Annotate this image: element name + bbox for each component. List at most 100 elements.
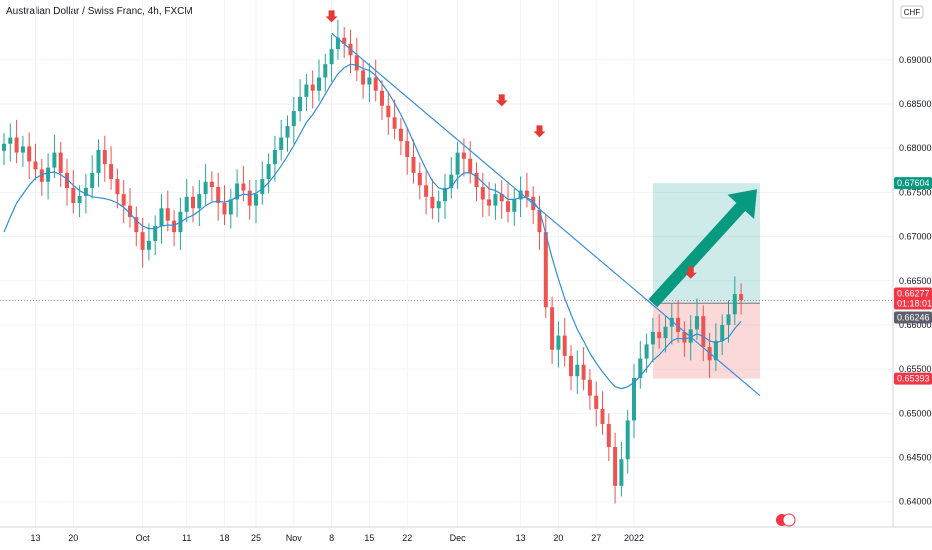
candle <box>613 446 618 486</box>
candle <box>27 146 32 162</box>
candle <box>102 149 107 165</box>
projection-arrow <box>648 189 757 308</box>
candle <box>165 208 170 221</box>
candle <box>2 143 6 151</box>
candle <box>20 146 25 153</box>
candle <box>235 183 240 200</box>
candle <box>695 316 699 330</box>
candle <box>14 137 19 153</box>
x-tick-label: 25 <box>251 533 261 543</box>
candle <box>430 196 435 209</box>
candle <box>197 194 202 209</box>
candle <box>228 199 233 215</box>
candle <box>109 164 114 180</box>
candle <box>71 187 76 203</box>
candle <box>335 37 340 50</box>
candle <box>367 77 372 85</box>
candle <box>455 152 460 175</box>
candle <box>373 77 378 91</box>
candle <box>581 364 586 380</box>
candle <box>461 152 466 159</box>
alert-icon-2 <box>782 513 796 527</box>
candle <box>474 172 479 188</box>
x-tick-label: 20 <box>553 533 563 543</box>
candle <box>600 408 605 424</box>
current-price-tag <box>894 287 932 310</box>
candle <box>203 181 208 195</box>
y-tick-label: 0.68500 <box>899 99 932 109</box>
candle <box>518 190 523 200</box>
y-tick-label: 0.67500 <box>899 187 932 197</box>
candle <box>556 335 561 350</box>
candle <box>361 70 366 85</box>
candle <box>398 128 403 142</box>
candle <box>90 172 95 188</box>
candle <box>619 459 624 486</box>
candle <box>720 324 725 341</box>
x-tick-label: Nov <box>286 533 303 543</box>
candle <box>392 117 397 129</box>
candle <box>480 187 485 200</box>
down-arrow-marker <box>495 94 508 107</box>
candle <box>550 307 555 350</box>
x-tick-label: 11 <box>182 533 191 543</box>
current-price-tag-text: 01:18:01 <box>897 298 932 308</box>
entry-price-tag-text: 0.66246 <box>897 312 930 322</box>
loss-zone <box>652 303 760 379</box>
candle <box>33 161 38 170</box>
candle <box>524 190 529 197</box>
y-tick-label: 0.65500 <box>899 364 932 374</box>
x-tick-label: 22 <box>402 533 412 543</box>
candle <box>688 329 693 343</box>
candle <box>663 326 668 339</box>
candle <box>632 377 636 421</box>
y-tick-label: 0.66000 <box>899 320 932 330</box>
candle <box>209 181 214 188</box>
target-price-tag-text: 0.67604 <box>897 178 930 188</box>
candle <box>285 126 290 138</box>
x-tick-label: 8 <box>329 533 334 543</box>
candle <box>436 201 441 209</box>
candle <box>449 174 454 188</box>
candle <box>254 194 258 206</box>
y-tick-label: 0.64500 <box>899 453 932 463</box>
candle <box>732 294 737 315</box>
candle <box>468 158 473 173</box>
candle <box>417 172 422 186</box>
candle <box>562 335 567 356</box>
candle <box>657 332 662 339</box>
candle <box>713 340 718 361</box>
candle <box>701 316 706 348</box>
x-tick-label: 27 <box>591 533 601 543</box>
candle <box>266 164 271 180</box>
candle <box>140 232 145 250</box>
entry-price-tag <box>894 311 932 324</box>
candle <box>184 196 189 212</box>
x-tick-label: Oct <box>136 533 151 543</box>
candle <box>65 172 69 188</box>
candle <box>606 423 611 447</box>
candle <box>146 240 151 250</box>
candle <box>222 202 227 215</box>
y-tick-label: 0.68000 <box>899 143 932 153</box>
target-price-tag <box>894 177 932 190</box>
stop-price-tag <box>894 372 932 385</box>
candle <box>191 196 195 209</box>
y-tick-label: 0.65000 <box>899 408 932 418</box>
currency-badge <box>900 5 924 19</box>
x-tick-label: Dec <box>450 533 467 543</box>
x-tick-label: 13 <box>516 533 526 543</box>
candle <box>58 152 63 173</box>
candle <box>575 364 580 377</box>
candle <box>638 358 643 378</box>
stop-price-tag-text: 0.65393 <box>897 374 930 384</box>
candle <box>676 317 681 333</box>
currency-label: CHF <box>904 8 921 17</box>
y-tick-label: 0.69000 <box>899 55 932 65</box>
candle <box>172 220 177 233</box>
candle <box>153 225 158 241</box>
candle <box>121 194 126 206</box>
candle <box>96 149 101 173</box>
x-tick-label: 20 <box>68 533 78 543</box>
